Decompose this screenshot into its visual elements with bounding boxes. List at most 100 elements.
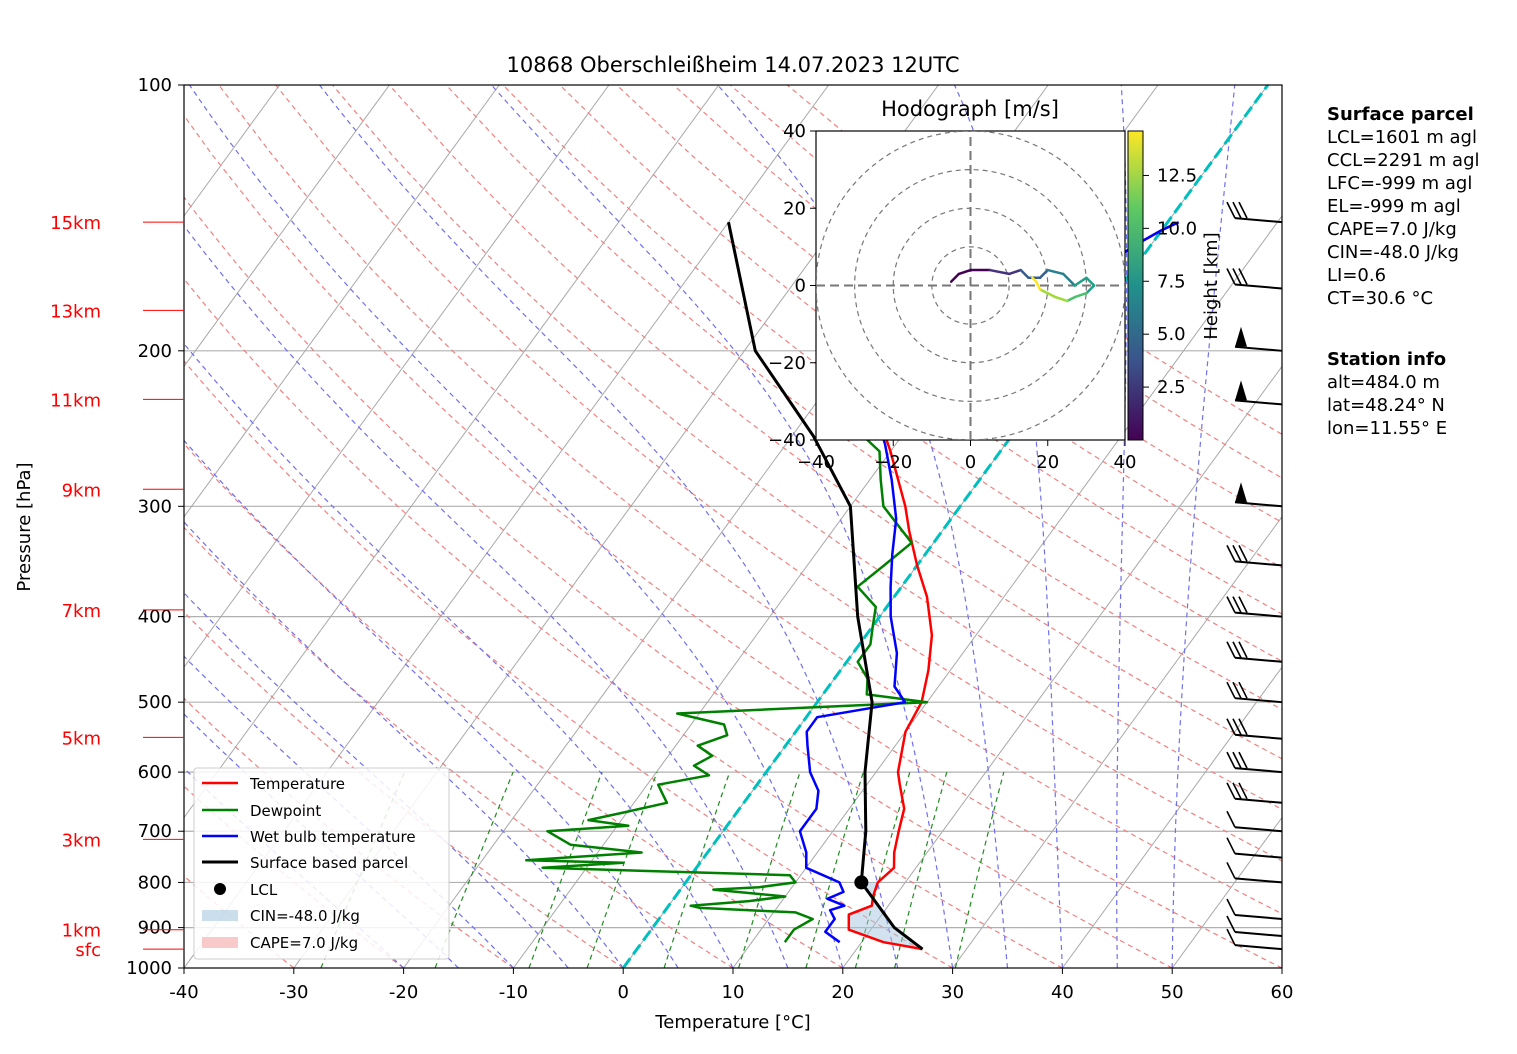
height-label: 15km [50, 213, 101, 234]
stat-ct: CT=30.6 °C [1327, 288, 1434, 309]
stat-li: LI=0.6 [1327, 265, 1387, 286]
hodograph-segment [1038, 268, 1049, 280]
isotherm-line [732, 215, 1282, 968]
x-tick-label: -30 [279, 982, 308, 1003]
colorbar-label: Height [km] [1201, 232, 1222, 339]
wind-barb [1226, 545, 1283, 567]
mixing-ratio-line [586, 771, 658, 968]
hodo-x-tick-label: 40 [1114, 452, 1137, 473]
y-axis-label: Pressure [hPa] [14, 462, 35, 591]
legend-label-temperature: Temperature [249, 775, 345, 793]
legend-swatch-cape [202, 937, 238, 948]
hodo-y-tick-label: −40 [768, 430, 806, 451]
series-surface-based-parcel [727, 221, 924, 951]
hodograph-segment [1065, 295, 1077, 303]
isotherm-line [1061, 666, 1282, 968]
colorbar-tick-label: 10.0 [1157, 218, 1197, 239]
hodograph-segment [1038, 288, 1049, 295]
isotherm-line [184, 85, 390, 368]
hodo-x-tick-label: −40 [797, 452, 835, 473]
hodograph-segment [957, 268, 972, 276]
legend: Temperature Dewpoint Wet bulb temperatur… [193, 767, 450, 960]
y-tick-label: 600 [138, 762, 172, 783]
station-alt: alt=484.0 m [1327, 372, 1440, 393]
wind-barbs [1226, 201, 1283, 951]
wind-barb [1226, 837, 1283, 859]
dry-adiabat [218, 85, 1282, 915]
wind-barb [1226, 928, 1283, 951]
wind-barb [1226, 915, 1283, 938]
moist-adiabat [184, 592, 569, 968]
colorbar-tick-label: 12.5 [1157, 165, 1197, 186]
y-tick-label: 500 [138, 692, 172, 713]
isotherm-line [1171, 816, 1282, 968]
stat-lfc: LFC=-999 m agl [1327, 173, 1473, 194]
x-tick-label: -20 [389, 982, 418, 1003]
lcl-marker [854, 875, 869, 890]
x-axis-label: Temperature [°C] [654, 1012, 810, 1033]
hodograph-segment [949, 272, 961, 283]
dry-adiabat [184, 360, 953, 968]
hodograph-segment [988, 268, 1011, 276]
x-tick-label: 50 [1161, 982, 1184, 1003]
x-tick-label: 20 [831, 982, 854, 1003]
wind-barb [1226, 862, 1283, 884]
station-lon: lon=11.55° E [1327, 418, 1448, 439]
wind-barb [1226, 751, 1283, 774]
wind-barb [1226, 810, 1283, 833]
height-label: 13km [50, 301, 101, 322]
y-tick-label: 800 [138, 872, 172, 893]
dry-adiabat [184, 114, 1282, 968]
height-label: 5km [62, 728, 101, 749]
x-tick-label: 60 [1271, 982, 1294, 1003]
wind-barb [1226, 718, 1283, 740]
colorbar-tick-label: 5.0 [1157, 324, 1186, 345]
height-label: 9km [62, 480, 101, 501]
hodograph-segment [1085, 276, 1096, 287]
hodograph-title: Hodograph [m/s] [881, 97, 1059, 121]
hodo-y-tick-label: 0 [795, 276, 806, 297]
hodograph-segment [1054, 295, 1069, 303]
hodo-x-tick-label: −20 [874, 452, 912, 473]
stat-lcl: LCL=1601 m agl [1327, 127, 1477, 148]
hodograph-segment [1007, 268, 1022, 276]
y-tick-label: 900 [138, 918, 172, 939]
wind-barb [1226, 596, 1283, 618]
dry-adiabat [332, 85, 1282, 810]
legend-label-cin: CIN=-48.0 J/kg [250, 907, 360, 925]
y-tick-label: 400 [138, 607, 172, 628]
hodograph-segment [1085, 284, 1096, 295]
legend-label-dewpoint: Dewpoint [250, 802, 321, 820]
legend-label-parcel: Surface based parcel [250, 854, 408, 872]
wind-barb [1234, 326, 1283, 352]
dry-adiabat [184, 196, 1173, 968]
mixing-ratio-line [663, 771, 731, 968]
cin-area [848, 882, 923, 950]
hodograph-segment [1034, 280, 1042, 291]
station-lat: lat=48.24° N [1327, 395, 1445, 416]
wind-barb [1234, 482, 1283, 508]
x-ticks: -40 -30 -20 -10 0 10 20 30 40 50 60 [169, 968, 1293, 1003]
wind-barb [1226, 782, 1283, 804]
legend-label-lcl: LCL [250, 881, 278, 899]
y-tick-label: 200 [138, 341, 172, 362]
x-tick-label: -40 [169, 982, 198, 1003]
wind-barb [1234, 380, 1283, 406]
mixing-ratio-line [738, 771, 801, 968]
height-label: 1km [62, 921, 101, 942]
y-tick-label: 100 [138, 75, 172, 96]
isotherm-line [184, 85, 720, 819]
height-label: 3km [62, 830, 101, 851]
moist-adiabat [184, 521, 624, 968]
wind-barb [1226, 898, 1283, 920]
hodograph-segment [1046, 268, 1065, 276]
dry-adiabat [184, 442, 844, 968]
x-tick-label: -10 [499, 982, 528, 1003]
hodograph-segment [1031, 276, 1038, 283]
hodo-y-tick-label: 20 [783, 198, 806, 219]
wind-barb [1226, 641, 1283, 663]
hodograph-colorbar [1127, 130, 1144, 441]
x-tick-label: 0 [617, 982, 628, 1003]
isotherm-line [184, 85, 500, 518]
dry-adiabat [184, 278, 1063, 968]
